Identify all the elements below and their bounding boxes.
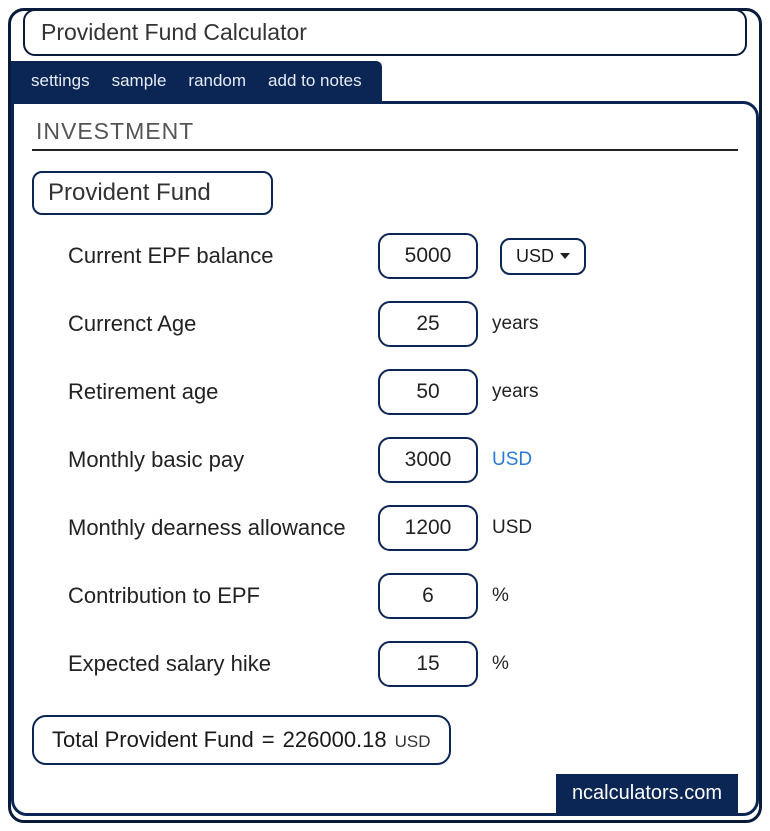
label-retirement-age: Retirement age <box>68 378 378 406</box>
section-heading: INVESTMENT <box>32 118 738 151</box>
chevron-down-icon <box>560 253 570 259</box>
unit-retirement-age: years <box>492 381 538 403</box>
unit-salary-hike: % <box>492 653 509 675</box>
row-basic-pay: Monthly basic pay 3000 USD <box>68 437 738 483</box>
label-current-age: Currenct Age <box>68 310 378 338</box>
label-salary-hike: Expected salary hike <box>68 650 378 678</box>
currency-select[interactable]: USD <box>500 238 586 275</box>
tab-bar: settings sample random add to notes <box>11 61 382 101</box>
label-contribution: Contribution to EPF <box>68 582 378 610</box>
input-basic-pay[interactable]: 3000 <box>378 437 478 483</box>
input-contribution[interactable]: 6 <box>378 573 478 619</box>
row-current-age: Currenct Age 25 years <box>68 301 738 347</box>
result-value: 226000.18 <box>283 727 387 753</box>
unit-dearness: USD <box>492 517 532 539</box>
page-title: Provident Fund Calculator <box>23 9 747 56</box>
result-box: Total Provident Fund = 226000.18 USD <box>32 715 451 765</box>
unit-contribution: % <box>492 585 509 607</box>
unit-current-age: years <box>492 313 538 335</box>
sub-heading: Provident Fund <box>32 171 273 215</box>
input-retirement-age[interactable]: 50 <box>378 369 478 415</box>
label-dearness: Monthly dearness allowance <box>68 514 378 542</box>
label-basic-pay: Monthly basic pay <box>68 446 378 474</box>
tab-settings[interactable]: settings <box>31 71 90 91</box>
row-retirement-age: Retirement age 50 years <box>68 369 738 415</box>
app-frame: Provident Fund Calculator settings sampl… <box>8 8 762 823</box>
input-salary-hike[interactable]: 15 <box>378 641 478 687</box>
form-rows: Current EPF balance 5000 USD Currenct Ag… <box>32 233 738 687</box>
row-epf-balance: Current EPF balance 5000 USD <box>68 233 738 279</box>
result-equals: = <box>262 727 275 753</box>
result-label: Total Provident Fund <box>52 727 254 753</box>
tab-sample[interactable]: sample <box>112 71 167 91</box>
currency-value: USD <box>516 246 554 267</box>
label-epf-balance: Current EPF balance <box>68 242 378 270</box>
tab-add-to-notes[interactable]: add to notes <box>268 71 362 91</box>
row-contribution: Contribution to EPF 6 % <box>68 573 738 619</box>
input-epf-balance[interactable]: 5000 <box>378 233 478 279</box>
result-currency: USD <box>395 732 431 752</box>
unit-basic-pay[interactable]: USD <box>492 449 532 471</box>
input-dearness[interactable]: 1200 <box>378 505 478 551</box>
row-dearness: Monthly dearness allowance 1200 USD <box>68 505 738 551</box>
row-salary-hike: Expected salary hike 15 % <box>68 641 738 687</box>
tab-random[interactable]: random <box>188 71 246 91</box>
watermark: ncalculators.com <box>556 774 738 813</box>
title-wrap: Provident Fund Calculator <box>11 11 759 59</box>
main-panel: INVESTMENT Provident Fund Current EPF ba… <box>11 101 759 816</box>
input-current-age[interactable]: 25 <box>378 301 478 347</box>
